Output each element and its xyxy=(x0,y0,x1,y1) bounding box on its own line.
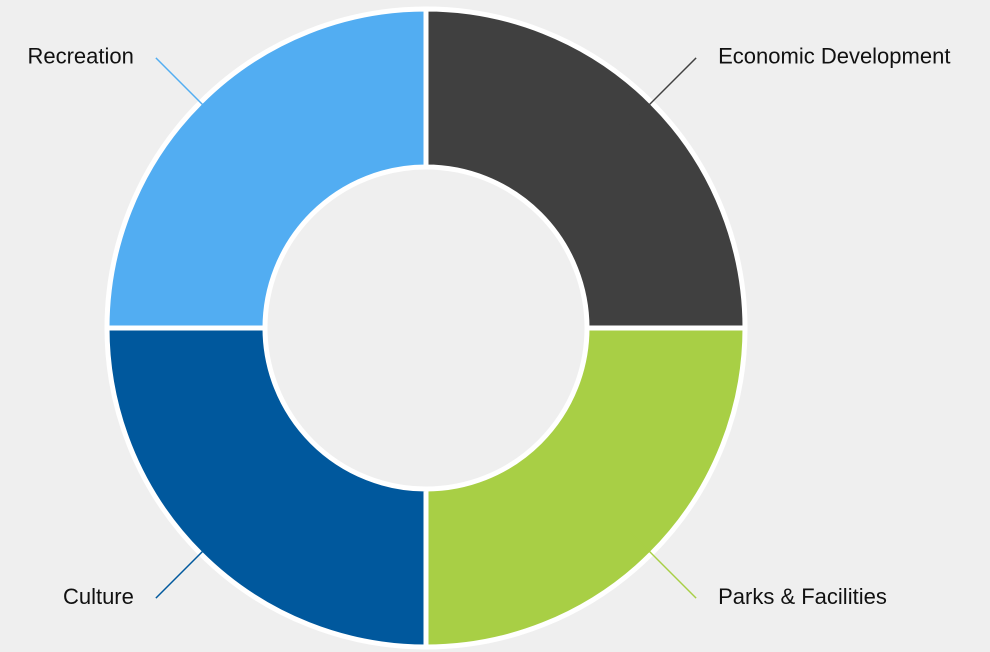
slice-recreation[interactable] xyxy=(104,6,429,331)
leader-line-economic-development xyxy=(629,57,697,125)
slice-label-recreation: Recreation xyxy=(27,44,133,69)
slice-economic-development[interactable] xyxy=(423,6,748,331)
leader-line-recreation xyxy=(155,57,223,125)
slice-label-parks-and-facilities: Parks & Facilities xyxy=(718,584,887,609)
slice-parks-and-facilities[interactable] xyxy=(423,325,748,650)
labels-layer: Economic Development Parks & Facilities Cu… xyxy=(27,44,950,609)
slices-layer xyxy=(104,6,748,650)
slice-label-economic-development: Economic Development xyxy=(718,44,950,69)
slice-culture[interactable] xyxy=(104,325,429,650)
leader-line-culture xyxy=(155,531,223,599)
leader-lines-layer xyxy=(155,57,697,599)
leader-line-parks-and-facilities xyxy=(629,531,697,599)
slice-label-culture: Culture xyxy=(63,584,134,609)
